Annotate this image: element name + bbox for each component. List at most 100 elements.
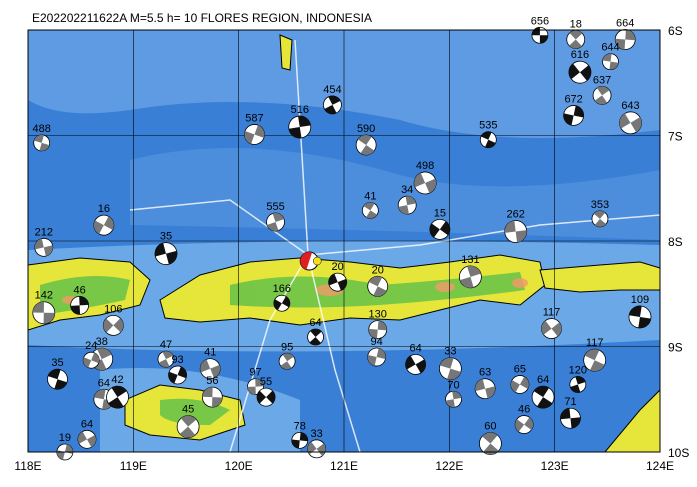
beachball-quadrant <box>34 134 44 143</box>
beachball-quadrant <box>429 223 440 238</box>
beachball-quadrant <box>32 301 44 313</box>
beachball <box>361 202 379 219</box>
beachball-quadrant <box>272 213 285 223</box>
epicenter-mechanism <box>299 251 322 271</box>
beachball <box>291 431 309 449</box>
beachball <box>619 111 642 135</box>
beachball <box>307 328 324 346</box>
beachball <box>82 351 100 369</box>
beachball-quadrant <box>210 364 221 378</box>
alor-island <box>539 261 660 293</box>
depth-label: 498 <box>416 160 434 172</box>
beachball-quadrant <box>609 61 619 70</box>
beachball-quadrant <box>619 113 631 129</box>
beachball-quadrant <box>266 390 276 404</box>
beachball <box>438 357 462 381</box>
epicenter-dot <box>312 256 322 266</box>
beachball-quadrant <box>363 202 375 211</box>
beachball-quadrant <box>337 278 347 291</box>
beachball-quadrant <box>307 441 317 455</box>
beachball <box>531 26 549 44</box>
beachball-quadrant <box>168 371 178 384</box>
beachball <box>504 220 528 243</box>
depth-label: 131 <box>461 254 479 266</box>
beachball-quadrant <box>373 286 387 297</box>
beachball <box>602 53 619 71</box>
beachball-quadrant <box>573 105 584 118</box>
depth-label: 64 <box>410 342 422 354</box>
depth-label: 64 <box>309 317 321 329</box>
beachball-quadrant <box>247 386 256 395</box>
depth-label: 78 <box>294 420 306 432</box>
beachball-quadrant <box>467 265 481 277</box>
beachball <box>592 86 612 105</box>
depth-label: 64 <box>537 374 549 386</box>
beachball <box>278 352 296 370</box>
y-tick-label: 8S <box>668 235 683 249</box>
map-title: E202202211622A M=5.5 h= 10 FLORES REGION… <box>32 11 372 25</box>
timor-island <box>604 389 660 452</box>
x-tick-label: 124E <box>646 459 674 473</box>
beachball <box>563 105 585 126</box>
depth-label: 664 <box>616 17 634 29</box>
beachball-quadrant <box>47 369 61 380</box>
x-tick-label: 123E <box>541 459 569 473</box>
beachball-quadrant <box>447 368 461 380</box>
depth-label: 20 <box>332 261 344 273</box>
map-frame <box>27 29 661 453</box>
beachball <box>201 386 223 408</box>
beachball <box>413 171 437 195</box>
depth-label: 166 <box>273 283 291 295</box>
depth-label: 33 <box>444 346 456 358</box>
depth-label: 35 <box>160 231 172 243</box>
depth-label: 120 <box>569 364 587 376</box>
beachball-quadrant <box>405 196 417 206</box>
depth-label: 590 <box>357 123 375 135</box>
depth-label: 262 <box>507 209 525 221</box>
depth-label: 47 <box>160 339 172 351</box>
beachball-quadrant <box>282 353 294 362</box>
beachball-quadrant <box>202 387 213 398</box>
depth-label: 42 <box>111 374 123 386</box>
depth-label: 20 <box>372 264 384 276</box>
beachball <box>510 375 530 394</box>
depth-label: 109 <box>631 294 649 306</box>
beachball-quadrant <box>504 220 516 233</box>
beachball <box>157 350 175 368</box>
beachball-quadrant <box>590 360 605 372</box>
beachball <box>33 134 51 152</box>
beachball-quadrant <box>179 426 196 438</box>
beachball <box>445 390 462 408</box>
depth-label: 45 <box>182 404 194 416</box>
depth-label: 64 <box>81 418 93 430</box>
beachball-quadrant <box>281 296 290 308</box>
beachball <box>199 358 221 380</box>
beachball <box>77 429 97 449</box>
beachball <box>256 387 276 407</box>
depth-label: 587 <box>245 112 263 124</box>
beachball-quadrant <box>366 210 378 219</box>
depth-label: 353 <box>591 199 609 211</box>
beachball-quadrant <box>309 337 321 345</box>
depth-label: 93 <box>171 354 183 366</box>
depth-label: 41 <box>204 347 216 359</box>
beachball-quadrant <box>415 359 426 374</box>
beachball-quadrant <box>357 135 372 145</box>
depth-label: 46 <box>518 404 530 416</box>
beachball <box>106 385 129 409</box>
beachball <box>32 301 56 325</box>
beachball <box>514 415 534 434</box>
beachball-quadrant <box>445 399 455 408</box>
beachball-quadrant <box>569 39 582 49</box>
beachball-quadrant <box>551 322 562 337</box>
beachball-quadrant <box>594 218 607 227</box>
beachball-quadrant <box>510 380 520 393</box>
beachball <box>397 195 417 215</box>
depth-label: 15 <box>434 207 446 219</box>
beachball <box>307 439 327 459</box>
beachball-quadrant <box>288 127 302 139</box>
beachball-quadrant <box>615 38 626 50</box>
beachball-quadrant <box>165 250 177 265</box>
depth-label: 535 <box>479 120 497 132</box>
beachball-quadrant <box>180 415 197 427</box>
